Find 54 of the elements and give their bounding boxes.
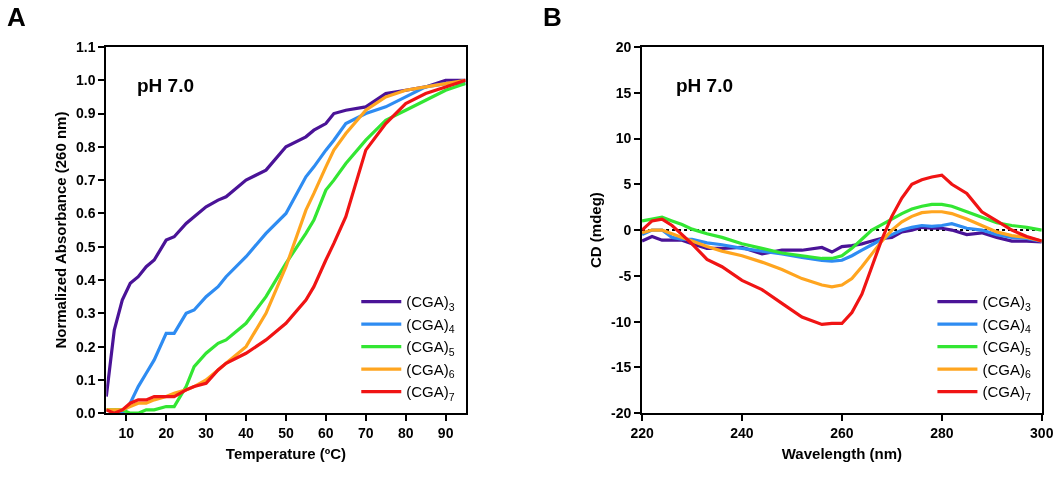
legend-label: (CGA)$_{6}$ [982,360,1031,381]
chart-title: B [543,2,562,32]
x-tick-label: 40 [238,425,255,442]
x-axis-title: Wavelength (nm) [781,444,903,462]
y-axis-title: Normalized Absorbance (260 nm) [51,111,69,349]
y-tick-label: -20 [611,405,632,422]
y-tick-label: -15 [611,359,632,376]
y-tick-label: -10 [611,313,632,330]
legend-label: (CGA)$_{6}$ [406,360,455,381]
y-tick-label: -5 [618,267,632,284]
y-axis-title: CD (mdeg) [586,192,604,268]
y-tick-label: 0.5 [76,238,96,255]
x-tick-label: 30 [198,425,215,442]
y-tick-label: 0 [623,221,632,238]
line-series [642,202,1042,261]
x-tick-label: 90 [437,425,454,442]
x-tick-label: 240 [730,425,754,442]
legend-label: (CGA)$_{4}$ [982,315,1031,336]
x-tick-label: 300 [1030,425,1054,442]
x-tick-label: 60 [318,425,334,442]
x-tick-label: 50 [278,425,294,442]
y-tick-label: 15 [615,84,632,101]
x-tick-label: 10 [118,425,135,442]
legend-label: (CGA)$_{5}$ [406,338,455,358]
legend-label: (CGA)$_{5}$ [982,338,1031,358]
y-tick-label: 20 [615,38,632,55]
y-tick-label: 1.1 [76,38,96,55]
y-tick-label: 0.1 [76,371,96,388]
annotation: pH 7.0 [137,75,195,96]
x-tick-label: 80 [397,425,414,442]
x-axis-title: Temperature (ºC) [225,444,347,462]
legend-label: (CGA)$_{7}$ [406,383,455,403]
x-tick-label: 220 [630,425,654,442]
y-tick-label: 5 [623,176,632,193]
legend-label: (CGA)$_{3}$ [982,293,1031,313]
y-tick-label: 0.0 [76,405,96,422]
y-tick-label: 0.2 [76,338,96,355]
y-tick-label: 0.3 [76,305,96,322]
annotation: pH 7.0 [676,75,734,96]
y-tick-label: 0.7 [76,172,96,189]
x-tick-label: 280 [930,425,954,442]
y-tick-label: 0.4 [76,271,96,288]
y-tick-label: 10 [615,130,632,147]
x-tick-label: 260 [830,425,854,442]
legend-label: (CGA)$_{3}$ [406,293,455,313]
y-tick-label: 1.0 [76,72,96,89]
chart-title: A [7,2,26,32]
y-tick-label: 0.8 [76,138,96,155]
y-tick-label: 0.9 [76,105,96,122]
x-tick-label: 20 [158,425,175,442]
y-tick-label: 0.6 [76,205,96,222]
legend-label: (CGA)$_{4}$ [406,315,455,336]
legend-label: (CGA)$_{7}$ [982,383,1031,403]
x-tick-label: 70 [358,425,374,442]
